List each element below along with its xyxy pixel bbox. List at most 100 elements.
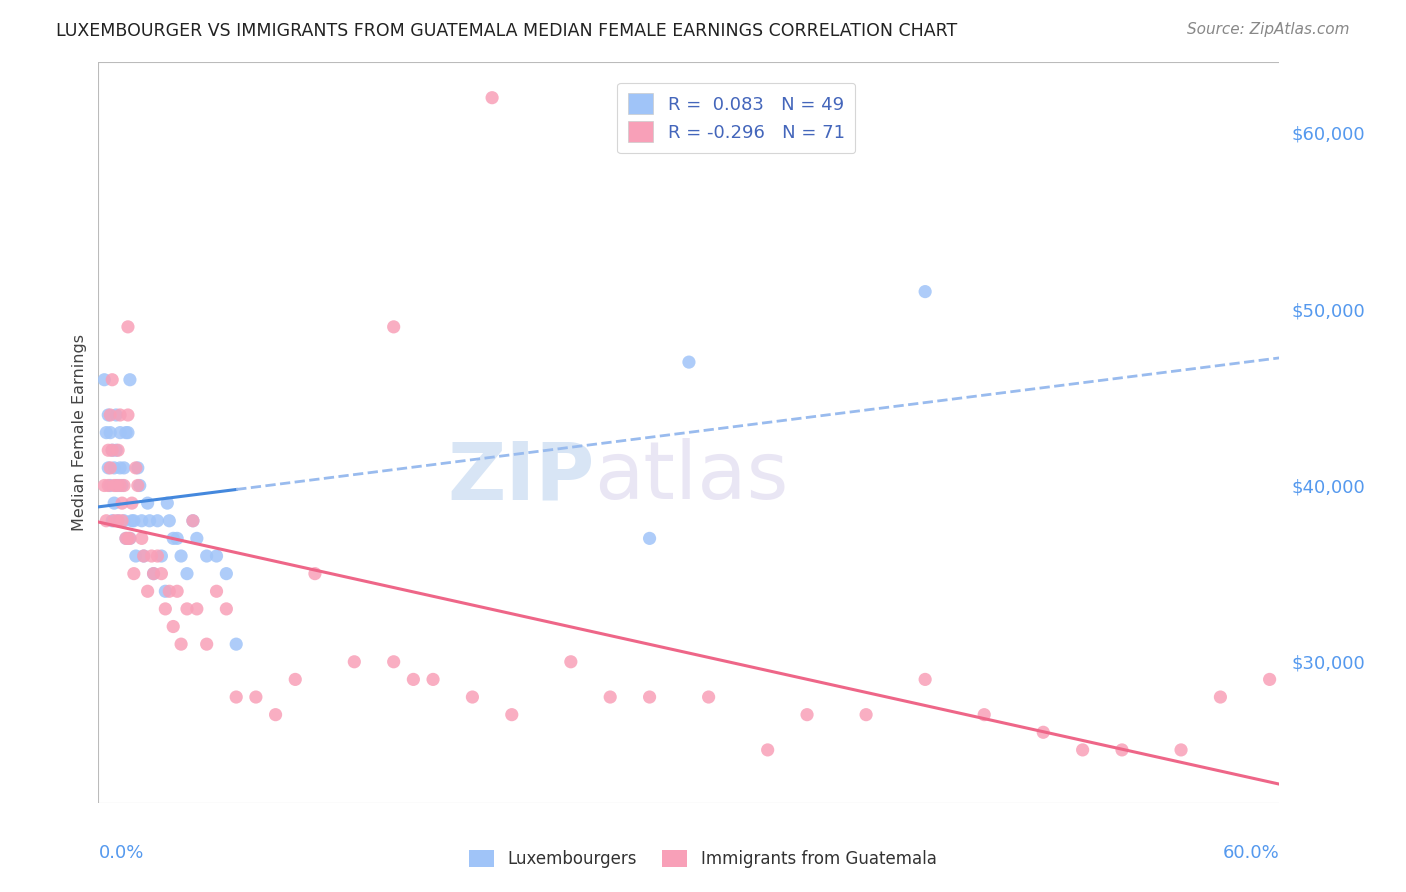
Point [115, 425, 138, 440]
Point [205, 549, 228, 563]
Point [170, 549, 193, 563]
Point [155, 602, 177, 616]
Point [176, 566, 198, 581]
Point [162, 532, 184, 546]
Point [118, 532, 141, 546]
Point [382, 655, 405, 669]
Point [132, 549, 155, 563]
Point [166, 532, 188, 546]
Point [481, 91, 503, 105]
Point [128, 478, 150, 492]
Point [501, 707, 523, 722]
Point [343, 655, 366, 669]
Point [599, 690, 621, 704]
Point [170, 637, 193, 651]
Point [112, 478, 135, 492]
Point [107, 514, 129, 528]
Point [1111, 743, 1133, 757]
Point [1258, 673, 1281, 687]
Point [560, 655, 582, 669]
Point [122, 566, 145, 581]
Point [97, 443, 120, 458]
Point [914, 673, 936, 687]
Legend: R =  0.083   N = 49, R = -0.296   N = 71: R = 0.083 N = 49, R = -0.296 N = 71 [617, 83, 855, 153]
Point [108, 425, 131, 440]
Point [103, 478, 125, 492]
Point [132, 549, 155, 563]
Point [1071, 743, 1094, 757]
Point [121, 496, 143, 510]
Point [93, 373, 115, 387]
Point [98, 425, 121, 440]
Point [117, 319, 139, 334]
Point [141, 549, 163, 563]
Point [138, 514, 160, 528]
Point [115, 532, 138, 546]
Text: ZIP: ZIP [447, 438, 595, 516]
Text: 60.0%: 60.0% [1223, 844, 1279, 862]
Point [1170, 743, 1192, 757]
Point [112, 514, 135, 528]
Point [215, 566, 238, 581]
Legend: Luxembourgers, Immigrants from Guatemala: Luxembourgers, Immigrants from Guatemala [463, 843, 943, 875]
Point [796, 707, 818, 722]
Point [121, 514, 143, 528]
Point [108, 461, 131, 475]
Point [166, 584, 188, 599]
Point [115, 532, 138, 546]
Point [162, 619, 184, 633]
Point [176, 602, 198, 616]
Point [117, 408, 139, 422]
Point [108, 408, 131, 422]
Point [157, 514, 180, 528]
Point [117, 425, 139, 440]
Point [93, 478, 115, 492]
Point [97, 461, 120, 475]
Text: 0.0%: 0.0% [98, 844, 143, 862]
Point [150, 549, 173, 563]
Point [103, 514, 125, 528]
Point [157, 584, 180, 599]
Point [101, 443, 124, 458]
Point [142, 566, 165, 581]
Point [136, 584, 159, 599]
Point [107, 514, 129, 528]
Point [131, 532, 153, 546]
Point [146, 514, 169, 528]
Point [122, 514, 145, 528]
Point [107, 443, 129, 458]
Text: atlas: atlas [595, 438, 789, 516]
Point [111, 514, 134, 528]
Point [245, 690, 267, 704]
Point [136, 496, 159, 510]
Point [131, 514, 153, 528]
Point [973, 707, 995, 722]
Point [225, 637, 247, 651]
Point [150, 566, 173, 581]
Point [756, 743, 779, 757]
Point [402, 673, 425, 687]
Point [205, 584, 228, 599]
Point [1209, 690, 1232, 704]
Point [638, 532, 661, 546]
Point [118, 373, 141, 387]
Point [105, 408, 128, 422]
Y-axis label: Median Female Earnings: Median Female Earnings [72, 334, 87, 531]
Point [461, 690, 484, 704]
Point [195, 549, 218, 563]
Point [98, 461, 121, 475]
Point [105, 478, 128, 492]
Point [101, 514, 124, 528]
Point [146, 549, 169, 563]
Point [195, 637, 218, 651]
Point [215, 602, 238, 616]
Text: LUXEMBOURGER VS IMMIGRANTS FROM GUATEMALA MEDIAN FEMALE EARNINGS CORRELATION CHA: LUXEMBOURGER VS IMMIGRANTS FROM GUATEMAL… [56, 22, 957, 40]
Point [264, 707, 287, 722]
Point [422, 673, 444, 687]
Point [105, 443, 128, 458]
Text: Source: ZipAtlas.com: Source: ZipAtlas.com [1187, 22, 1350, 37]
Point [96, 514, 118, 528]
Point [98, 408, 121, 422]
Point [638, 690, 661, 704]
Point [118, 532, 141, 546]
